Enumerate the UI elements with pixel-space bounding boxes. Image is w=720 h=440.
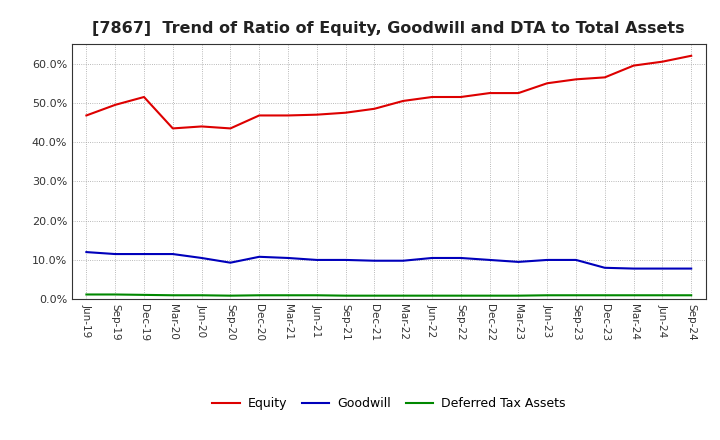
Equity — [284, 113, 292, 118]
Line: Goodwill: Goodwill — [86, 252, 691, 268]
Deferred Tax Assets — [197, 293, 206, 298]
Deferred Tax Assets — [456, 293, 465, 298]
Equity — [312, 112, 321, 117]
Deferred Tax Assets — [629, 293, 638, 298]
Goodwill — [629, 266, 638, 271]
Goodwill — [658, 266, 667, 271]
Deferred Tax Assets — [543, 293, 552, 298]
Equity — [255, 113, 264, 118]
Deferred Tax Assets — [428, 293, 436, 298]
Goodwill — [255, 254, 264, 260]
Deferred Tax Assets — [255, 293, 264, 298]
Goodwill — [514, 259, 523, 264]
Equity — [629, 63, 638, 68]
Deferred Tax Assets — [341, 293, 350, 298]
Deferred Tax Assets — [111, 292, 120, 297]
Equity — [456, 94, 465, 99]
Deferred Tax Assets — [168, 293, 177, 298]
Goodwill — [399, 258, 408, 264]
Equity — [168, 126, 177, 131]
Equity — [572, 77, 580, 82]
Deferred Tax Assets — [312, 293, 321, 298]
Equity — [399, 98, 408, 103]
Deferred Tax Assets — [572, 293, 580, 298]
Equity — [140, 94, 148, 99]
Legend: Equity, Goodwill, Deferred Tax Assets: Equity, Goodwill, Deferred Tax Assets — [207, 392, 570, 415]
Equity — [370, 106, 379, 111]
Line: Deferred Tax Assets: Deferred Tax Assets — [86, 294, 691, 296]
Equity — [428, 94, 436, 99]
Equity — [543, 81, 552, 86]
Goodwill — [428, 255, 436, 260]
Deferred Tax Assets — [370, 293, 379, 298]
Title: [7867]  Trend of Ratio of Equity, Goodwill and DTA to Total Assets: [7867] Trend of Ratio of Equity, Goodwil… — [92, 21, 685, 36]
Goodwill — [312, 257, 321, 263]
Goodwill — [82, 249, 91, 255]
Equity — [111, 102, 120, 107]
Goodwill — [341, 257, 350, 263]
Line: Equity: Equity — [86, 56, 691, 128]
Goodwill — [485, 257, 494, 263]
Goodwill — [600, 265, 609, 271]
Goodwill — [226, 260, 235, 265]
Equity — [341, 110, 350, 115]
Deferred Tax Assets — [514, 293, 523, 298]
Goodwill — [284, 255, 292, 260]
Equity — [687, 53, 696, 59]
Goodwill — [140, 251, 148, 257]
Equity — [226, 126, 235, 131]
Equity — [82, 113, 91, 118]
Deferred Tax Assets — [140, 292, 148, 297]
Equity — [600, 75, 609, 80]
Goodwill — [687, 266, 696, 271]
Goodwill — [370, 258, 379, 264]
Equity — [658, 59, 667, 64]
Deferred Tax Assets — [687, 293, 696, 298]
Equity — [197, 124, 206, 129]
Goodwill — [197, 255, 206, 260]
Deferred Tax Assets — [485, 293, 494, 298]
Deferred Tax Assets — [82, 292, 91, 297]
Deferred Tax Assets — [284, 293, 292, 298]
Deferred Tax Assets — [399, 293, 408, 298]
Goodwill — [572, 257, 580, 263]
Goodwill — [111, 251, 120, 257]
Goodwill — [543, 257, 552, 263]
Deferred Tax Assets — [226, 293, 235, 298]
Deferred Tax Assets — [600, 293, 609, 298]
Equity — [514, 91, 523, 96]
Goodwill — [456, 255, 465, 260]
Goodwill — [168, 251, 177, 257]
Deferred Tax Assets — [658, 293, 667, 298]
Equity — [485, 91, 494, 96]
